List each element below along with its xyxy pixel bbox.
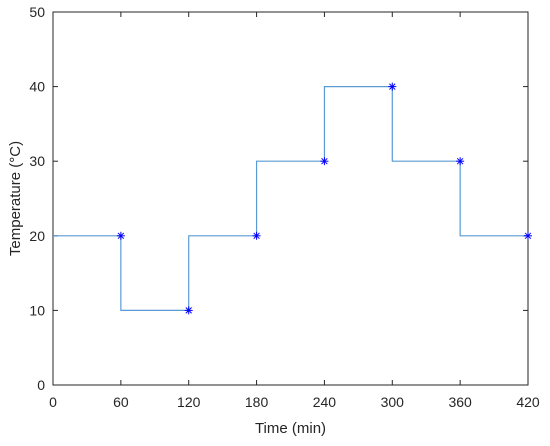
x-tick-label: 0 [49,394,57,410]
plot-area [52,11,529,386]
y-tick-label: 40 [29,79,45,95]
axis-ticks: 0 60 120 180 240 300 360 420 0 10 20 30 40 50 [29,4,539,410]
data-point-marker [252,231,261,240]
y-tick-label: 0 [37,377,45,393]
y-tick-label: 20 [29,228,45,244]
x-axis-label: Time (min) [255,420,326,437]
data-point-marker [388,82,397,91]
data-point-marker [524,231,532,240]
x-tick-label: 420 [516,394,540,410]
series-step-line [53,85,528,311]
y-tick-label: 50 [29,4,45,20]
series-layer [53,82,532,315]
x-tick-label: 180 [245,394,269,410]
data-point-marker [184,306,193,315]
x-tick-label: 360 [448,394,472,410]
x-tick-label: 300 [381,394,405,410]
y-tick-label: 30 [29,153,45,169]
data-point-marker [456,157,465,166]
x-tick-label: 120 [177,394,201,410]
data-point-marker [116,231,125,240]
x-tick-label: 60 [113,394,129,410]
y-axis-label: Temperature (°C) [7,141,24,256]
x-tick-label: 240 [313,394,337,410]
y-tick-label: 10 [29,302,45,318]
data-point-marker [320,157,329,166]
